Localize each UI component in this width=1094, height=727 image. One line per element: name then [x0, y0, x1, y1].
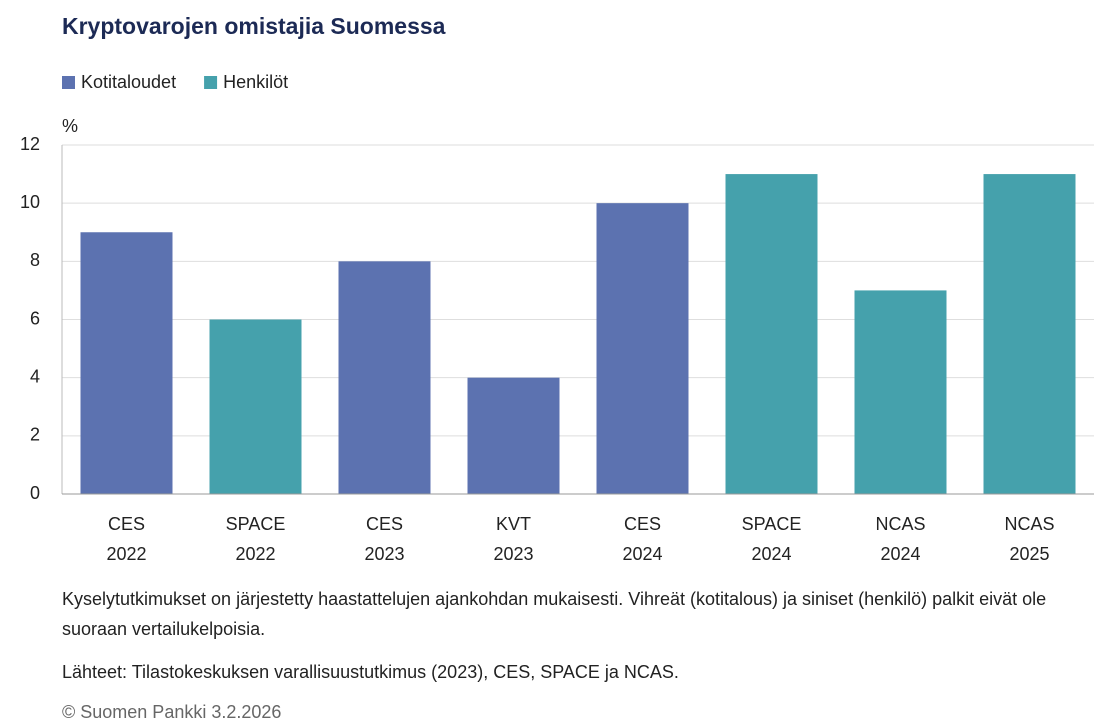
bar — [338, 261, 431, 494]
legend-swatch — [204, 76, 218, 89]
y-axis-label: % — [62, 116, 78, 136]
chart-title: Kryptovarojen omistajia Suomessa — [62, 13, 446, 39]
copyright: © Suomen Pankki 3.2.2026 — [62, 702, 282, 722]
y-tick-label: 0 — [30, 483, 40, 503]
x-tick-label: CES 2022 — [106, 514, 146, 564]
x-tick-label: SPACE 2022 — [226, 514, 286, 564]
x-tick-label: NCAS 2024 — [875, 514, 925, 564]
y-tick-label: 10 — [20, 192, 40, 212]
y-tick-label: 6 — [30, 308, 40, 328]
y-tick-label: 12 — [20, 134, 40, 154]
legend-label: Henkilöt — [223, 72, 288, 92]
x-tick-label: CES 2023 — [364, 514, 404, 564]
x-tick-label: SPACE 2024 — [742, 514, 802, 564]
bar — [596, 203, 689, 494]
bar — [725, 174, 818, 495]
y-tick-label: 8 — [30, 250, 40, 270]
legend-label: Kotitaloudet — [81, 72, 176, 92]
chart: Kryptovarojen omistajia Suomessa % Kotit… — [20, 13, 1094, 564]
bar — [983, 174, 1076, 495]
bar — [467, 377, 560, 494]
legend-swatch — [62, 76, 75, 89]
source: Lähteet: Tilastokeskuksen varallisuustut… — [62, 662, 679, 682]
note: Kyselytutkimukset on järjestetty haastat… — [62, 589, 1047, 639]
x-tick-label: NCAS 2025 — [1004, 514, 1054, 564]
bar — [209, 319, 302, 494]
bar — [80, 232, 173, 494]
y-tick-label: 4 — [30, 366, 40, 386]
y-tick-label: 2 — [30, 425, 40, 445]
bar — [854, 290, 947, 494]
x-tick-label: KVT 2023 — [493, 514, 533, 564]
x-tick-label: CES 2024 — [622, 514, 662, 564]
